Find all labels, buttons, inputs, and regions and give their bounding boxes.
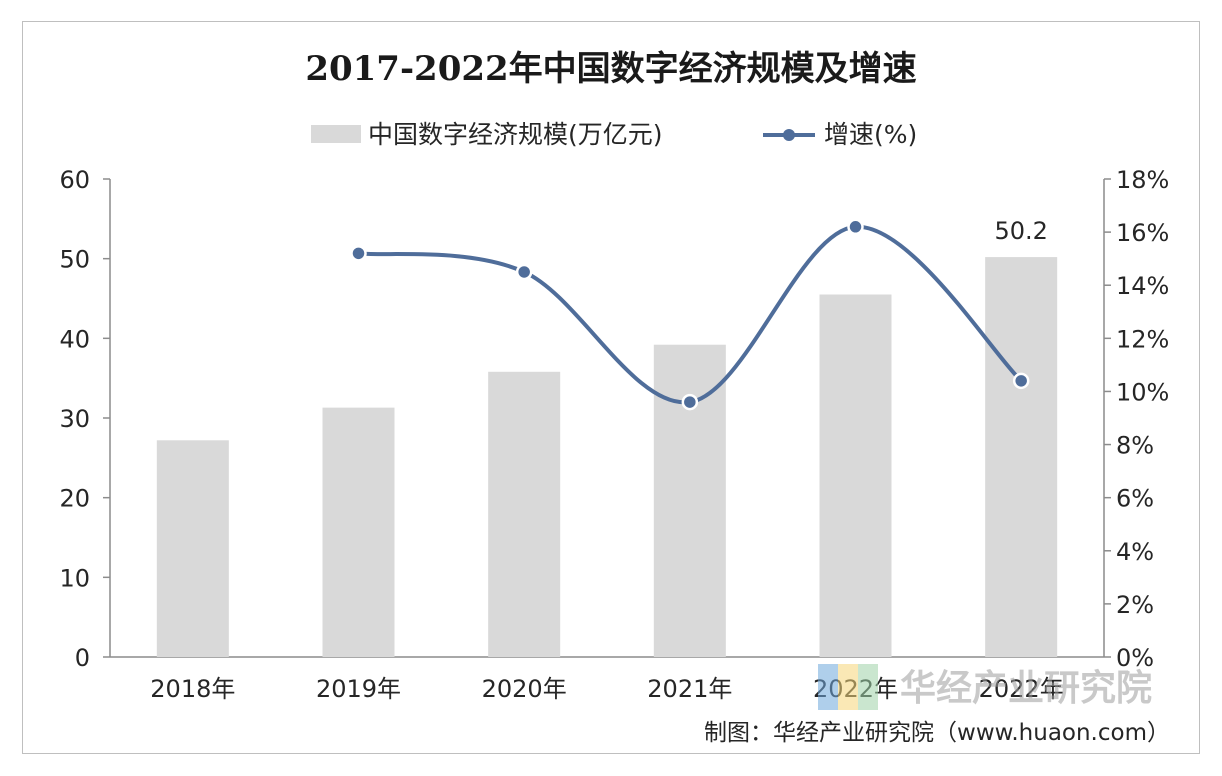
watermark-logo-block [838,664,858,710]
bar [488,371,561,657]
source-note: 制图：华经产业研究院（www.huaon.com） [704,720,1170,746]
left-tick-label: 0 [75,644,90,672]
left-tick-label: 60 [59,166,90,194]
watermark-logo-block [818,664,838,710]
right-axis-ticks: 0% 2% 4% 6% 8% 10% 12% 14% 16% 18% [1104,166,1169,672]
line-point [350,245,367,262]
x-axis-ticks: 2018年2019年2020年2021年2022年2022年 [150,675,1063,703]
watermark-logo-block [858,664,878,710]
chart-border [22,21,1200,754]
legend-bar-label: 中国数字经济规模(万亿元) [368,120,663,149]
bar-series [156,257,1058,657]
bar [819,294,892,657]
legend-line-marker [783,129,795,141]
bar [985,257,1058,657]
right-tick-label: 16% [1116,219,1169,247]
watermark: 华经产业研究院 [818,664,1152,710]
right-tick-label: 2% [1116,591,1154,619]
x-tick-label: 2021年 [647,675,732,703]
legend: 中国数字经济规模(万亿元) 增速(%) [311,120,917,149]
x-tick-label: 2020年 [482,675,567,703]
bar [156,440,229,657]
left-axis-ticks: 0 10 20 30 40 50 60 [59,166,110,672]
bar [653,344,726,657]
left-tick-label: 20 [59,485,90,513]
watermark-text: 华经产业研究院 [900,668,1152,709]
line-point [1012,372,1030,390]
bar-data-label: 50.2 [994,217,1047,245]
line-point [681,393,699,411]
left-tick-label: 10 [59,564,90,592]
x-tick-label: 2019年 [316,675,401,703]
legend-bar-swatch [311,125,361,143]
legend-line-label: 增速(%) [824,120,917,149]
right-tick-label: 8% [1116,432,1154,460]
right-tick-label: 6% [1116,485,1154,513]
left-tick-label: 30 [59,405,90,433]
right-tick-label: 14% [1116,272,1169,300]
line-point [515,263,533,281]
right-tick-label: 4% [1116,538,1154,566]
chart-title: 2017-2022年中国数字经济规模及增速 [305,49,916,89]
x-tick-label: 2022年 [979,675,1064,703]
right-tick-label: 0% [1116,644,1154,672]
line-point [847,218,864,236]
left-tick-label: 40 [59,325,90,353]
right-tick-label: 12% [1116,325,1169,353]
line-series [350,218,1030,411]
right-tick-label: 18% [1116,166,1169,194]
data-labels: 50.2 [994,217,1047,245]
left-tick-label: 50 [59,246,90,274]
x-tick-label: 2018年 [150,675,235,703]
bar [322,407,395,657]
right-tick-label: 10% [1116,378,1169,406]
